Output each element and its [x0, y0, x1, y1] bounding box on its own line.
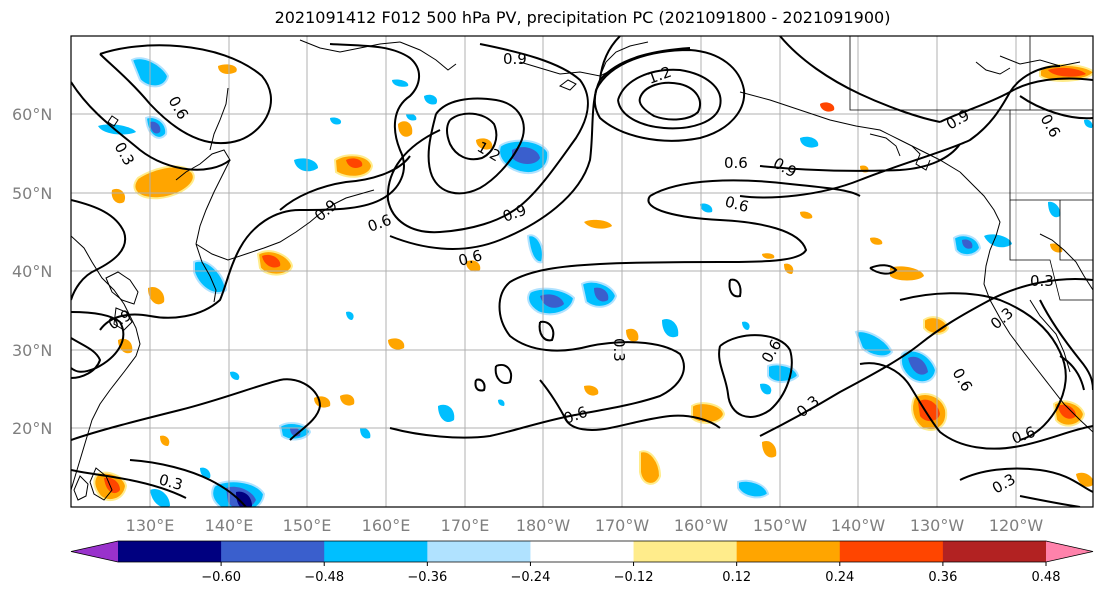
latitude-labels: 60°N 50°N 40°N 30°N 20°N — [12, 105, 52, 438]
contour-label: 0.3 — [610, 338, 628, 362]
lat-label: 30°N — [12, 341, 52, 360]
colorbar-tick-label: 0.12 — [722, 570, 751, 585]
lon-label: 150°W — [753, 516, 808, 535]
colorbar-segment — [427, 541, 531, 562]
lon-label: 130°W — [910, 516, 965, 535]
lat-label: 50°N — [12, 184, 52, 203]
colorbar-segment — [324, 541, 428, 562]
colorbar-segment — [839, 541, 944, 562]
colorbar-tick-label: −0.36 — [407, 570, 447, 585]
lon-label: 150°E — [283, 516, 332, 535]
coastlines — [71, 39, 1093, 501]
colorbar-outline — [70, 540, 1094, 563]
lon-label: 140°E — [205, 516, 254, 535]
colorbar-extend-high — [1046, 541, 1093, 562]
colorbar-tick-label: 0.24 — [825, 570, 854, 585]
lon-label: 140°W — [831, 516, 886, 535]
colorbar-tick-label: 0.36 — [928, 570, 957, 585]
contour-label: 0.3 — [1030, 272, 1054, 290]
lon-label: 180°W — [516, 516, 571, 535]
longitude-labels: 130°E 140°E 150°E 160°E 170°E 180°W 170°… — [126, 516, 1044, 535]
map-frame — [70, 35, 1094, 508]
colorbar-tick-label: −0.60 — [201, 570, 241, 585]
lat-label: 40°N — [12, 262, 52, 281]
colorbar-tick-label: −0.24 — [511, 570, 551, 585]
colorbar-segment — [633, 541, 738, 562]
lon-label: 160°W — [674, 516, 729, 535]
contour-label: 0.6 — [724, 154, 748, 172]
lat-label: 60°N — [12, 105, 52, 124]
lon-label: 130°E — [126, 516, 175, 535]
page-title: 2021091412 F012 500 hPa PV, precipitatio… — [274, 8, 891, 27]
lon-label: 120°W — [989, 516, 1044, 535]
colorbar-segment — [736, 541, 841, 562]
colorbar-segment — [530, 541, 635, 562]
colorbar-tick-label: −0.48 — [304, 570, 344, 585]
colorbar-segment — [118, 541, 222, 562]
colorbar-segment — [942, 541, 1047, 562]
map-area: 0.9 0.6 0.3 1.2 0.9 0.6 0.9 0.6 0.6 0.3 … — [71, 36, 1093, 507]
colorbar-tick-label: −0.12 — [614, 570, 654, 585]
lon-label: 170°W — [595, 516, 650, 535]
lon-label: 160°E — [362, 516, 411, 535]
grid-lines — [71, 36, 1093, 507]
contour-label: 0.3 — [157, 470, 185, 494]
colorbar: −0.60 −0.48 −0.36 −0.24 −0.12 0.12 0.24 0.36 0.4… — [70, 540, 1094, 585]
colorbar-tick-label: 0.48 — [1032, 570, 1061, 585]
political-borders — [849, 36, 1093, 301]
contour-label: 0.6 — [456, 246, 484, 270]
colorbar-extend-low — [71, 541, 118, 562]
colorbar-segment — [221, 541, 325, 562]
contour-label: 0.9 — [503, 50, 527, 68]
lon-label: 170°E — [441, 516, 490, 535]
pv-contours — [71, 36, 1093, 507]
lat-label: 20°N — [12, 419, 52, 438]
contour-label: 0.6 — [723, 192, 751, 216]
